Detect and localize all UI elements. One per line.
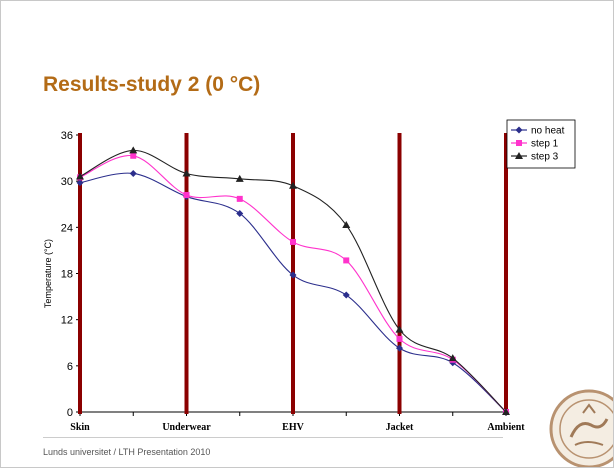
y-tick-label: 36 [61, 130, 73, 142]
x-category-label: Jacket [386, 422, 414, 433]
university-seal-icon [549, 389, 613, 467]
y-tick-label: 24 [61, 222, 73, 234]
legend-marker [516, 140, 522, 146]
y-tick-label: 12 [61, 315, 73, 327]
data-point [129, 146, 138, 154]
x-category-label: EHV [282, 422, 304, 433]
data-point [396, 344, 403, 352]
chart: 0 6 12 18 24 30 36 Temperature (°C) Skin Underwea… [43, 119, 576, 433]
data-point [343, 257, 350, 264]
footer-text: Lunds universitet / LTH Presentation 201… [43, 447, 211, 457]
data-point [502, 408, 510, 415]
data-point [342, 291, 350, 299]
y-tick-label: 30 [61, 176, 73, 188]
data-point [76, 179, 84, 187]
legend-label: step 1 [531, 139, 559, 150]
x-category-label: Skin [70, 422, 90, 433]
data-point [289, 181, 297, 189]
data-point [182, 169, 191, 177]
data-point [342, 221, 351, 229]
data-point [183, 192, 190, 199]
data-point [289, 271, 297, 279]
data-point [236, 209, 244, 217]
data-point [236, 195, 243, 202]
footer-divider [43, 437, 503, 438]
legend-marker [515, 152, 523, 159]
data-point [448, 354, 457, 362]
legend-label: no heat [531, 126, 565, 137]
legend-label: step 3 [531, 152, 559, 163]
data-point [129, 169, 137, 177]
x-category-label: Underwear [162, 422, 211, 433]
y-axis-title: Temperature (°C) [43, 239, 53, 308]
data-point [396, 335, 403, 342]
data-point [290, 238, 296, 245]
slide-title: Results-study 2 (0 °C) [43, 73, 261, 96]
series-line-step-3 [79, 149, 507, 413]
y-tick-label: 0 [67, 407, 73, 419]
x-category-label: Ambient [487, 422, 525, 433]
data-point [235, 174, 244, 182]
y-tick-label: 6 [67, 361, 73, 373]
data-point [395, 325, 404, 333]
legend-marker [515, 126, 523, 134]
y-tick-label: 18 [61, 269, 73, 281]
data-point [76, 172, 84, 180]
data-point [130, 152, 137, 159]
